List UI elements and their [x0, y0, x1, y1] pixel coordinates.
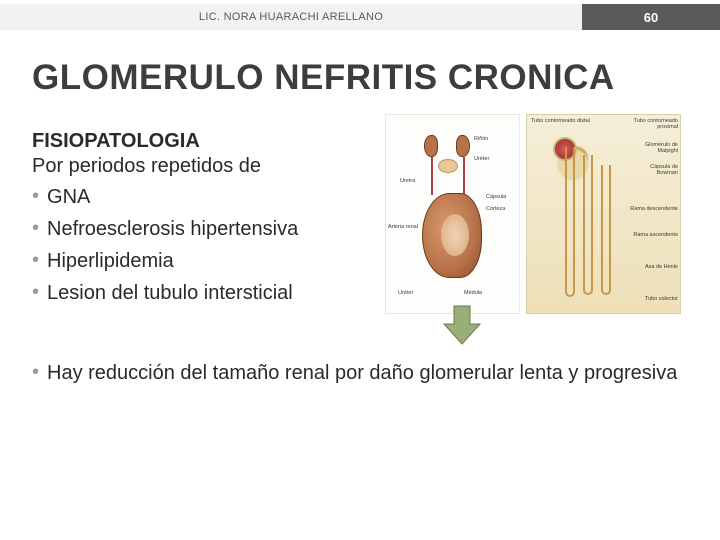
label-tubo-proximal: Tubo contorneado proximal: [630, 119, 678, 130]
bullet-text: Nefroesclerosis hipertensiva: [47, 216, 298, 242]
bullet-row: • Hiperlipidemia: [32, 248, 387, 274]
bladder-icon: [438, 159, 458, 173]
label-bowman: Cápsula de Bowman: [636, 165, 678, 176]
anatomy-diagram: Riñón Uréter Uretra Arteria renal Cortez…: [385, 114, 685, 314]
conclusion-block: • Hay reducción del tamaño renal por dañ…: [32, 360, 688, 386]
ureter-line: [463, 157, 465, 195]
header-author: LIC. NORA HUARACHI ARELLANO: [199, 11, 383, 23]
bullet-dot-icon: •: [32, 248, 39, 272]
conclusion-row: • Hay reducción del tamaño renal por dañ…: [32, 360, 688, 386]
kidney-right-icon: [456, 135, 470, 157]
label-capsula: Cápsula: [486, 195, 506, 201]
subheading: FISIOPATOLOGIA: [32, 130, 387, 153]
urinary-system-panel: Riñón Uréter Uretra Arteria renal Cortez…: [385, 114, 520, 314]
arrow-path: [444, 306, 480, 344]
bullet-dot-icon: •: [32, 216, 39, 240]
label-asa-henle: Asa de Henle: [630, 265, 678, 271]
label-rama-asc: Rama ascendente: [630, 233, 678, 239]
intro-line: Por periodos repetidos de: [32, 155, 387, 178]
content-block: FISIOPATOLOGIA Por periodos repetidos de…: [32, 130, 387, 312]
tubule-loop: [601, 165, 611, 295]
label-glomerulo: Glomérulo de Malpighi: [636, 143, 678, 154]
tubule-loop: [583, 155, 593, 295]
bullet-row: • GNA: [32, 184, 387, 210]
label-corteza: Corteza: [486, 207, 505, 213]
bullet-text: Lesion del tubulo intersticial: [47, 280, 293, 306]
label-arteria: Arteria renal: [388, 225, 418, 231]
page-number: 60: [644, 10, 658, 25]
label-medula: Médula: [464, 291, 482, 297]
bullet-text: GNA: [47, 184, 90, 210]
bullet-text: Hiperlipidemia: [47, 248, 174, 274]
label-ureter2: Uréter: [398, 291, 413, 297]
label-tubo-distal: Tubo contorneado distal: [531, 119, 591, 125]
header-right: 60: [582, 4, 720, 30]
label-rinon: Riñón: [474, 137, 488, 143]
kidney-medulla: [441, 214, 469, 256]
header-left: LIC. NORA HUARACHI ARELLANO: [0, 4, 582, 30]
kidney-cross-section: [422, 193, 482, 278]
slide-title: GLOMERULO NEFRITIS CRONICA: [32, 58, 615, 98]
bullet-dot-icon: •: [32, 280, 39, 304]
label-ureter: Uréter: [474, 157, 489, 163]
tubule-loop: [565, 147, 575, 297]
kidney-left-icon: [424, 135, 438, 157]
bullet-row: • Lesion del tubulo intersticial: [32, 280, 387, 306]
label-rama-desc: Rama descendente: [630, 207, 678, 213]
ureter-line: [431, 157, 433, 195]
nephron-panel: Tubo contorneado distal Tubo contorneado…: [526, 114, 681, 314]
conclusion-text: Hay reducción del tamaño renal por daño …: [47, 360, 677, 386]
header-bar: LIC. NORA HUARACHI ARELLANO 60: [0, 4, 720, 30]
label-tubo-colector: Tubo colector: [630, 297, 678, 303]
bullet-row: • Nefroesclerosis hipertensiva: [32, 216, 387, 242]
bullet-dot-icon: •: [32, 360, 39, 384]
label-uretra: Uretra: [400, 179, 415, 185]
bullet-dot-icon: •: [32, 184, 39, 208]
down-arrow-icon: [440, 302, 484, 346]
